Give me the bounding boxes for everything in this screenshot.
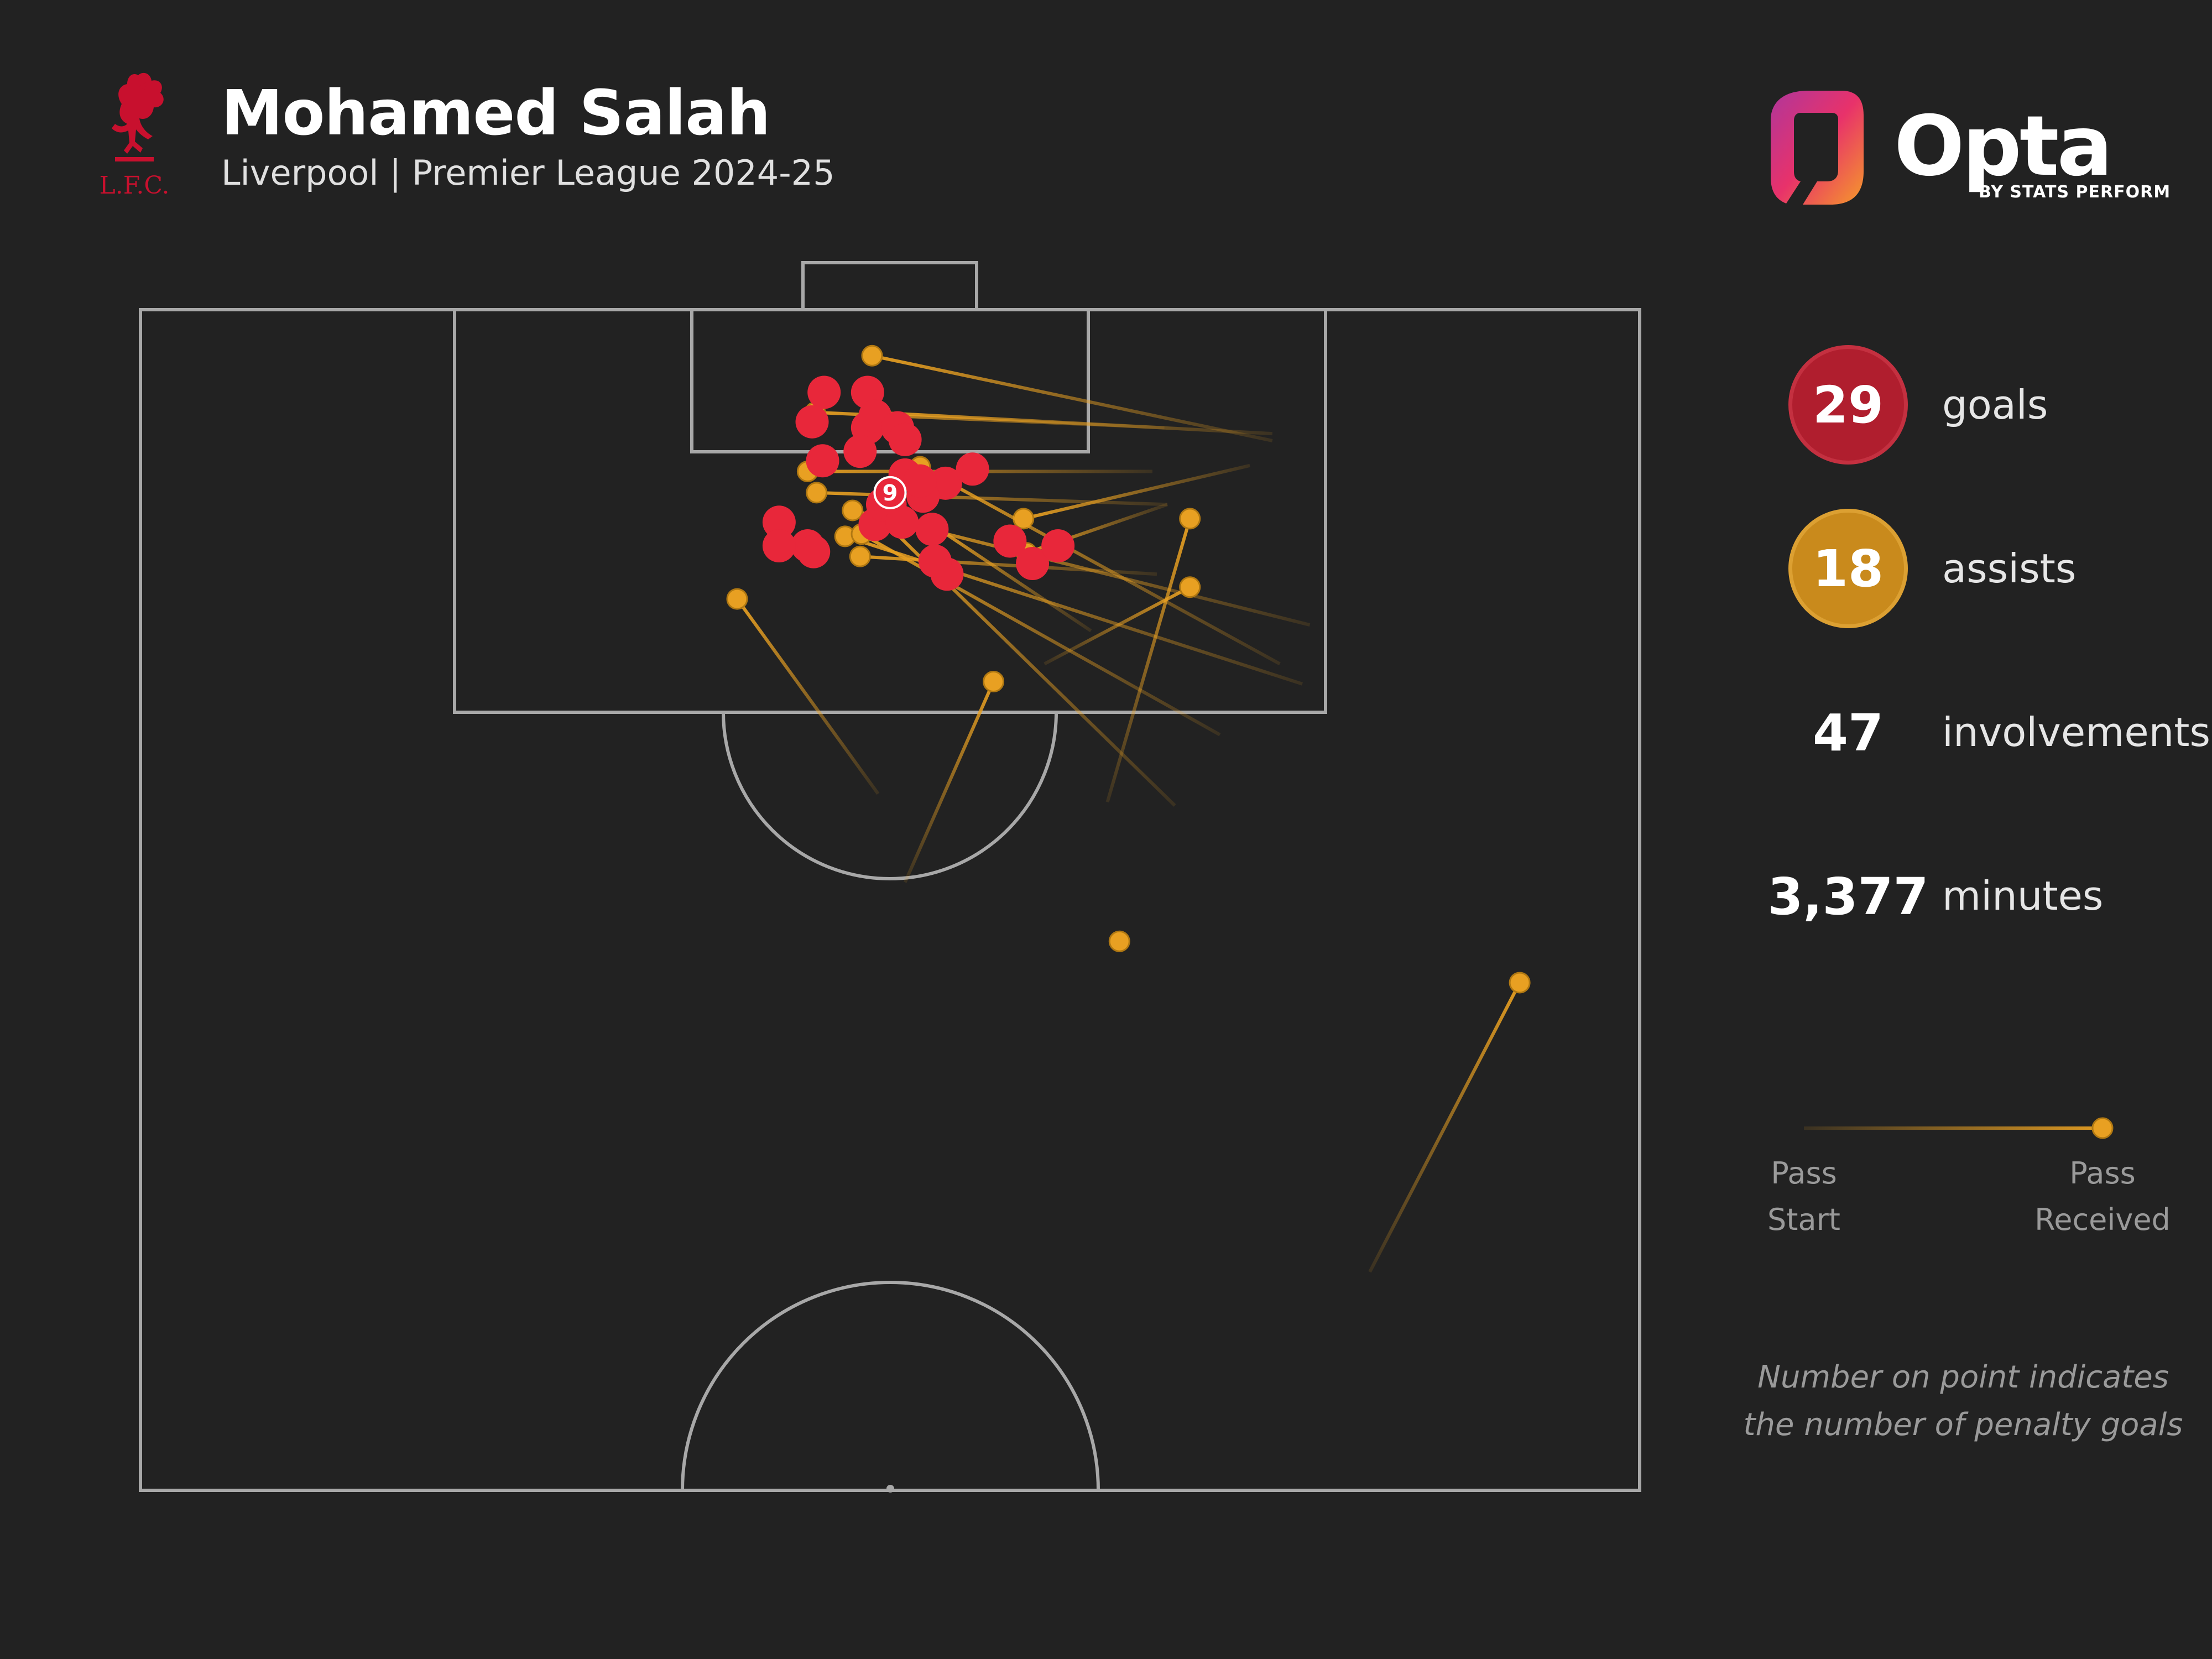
- assist-received-point: [806, 482, 828, 504]
- assists-label: assists: [1942, 545, 2077, 592]
- involvements-label: involvements: [1942, 709, 2211, 755]
- assist-pass-line: [1023, 463, 1250, 520]
- penalty-goal-point: [873, 476, 907, 509]
- goal-point: [762, 529, 796, 562]
- goal-layer: 9: [762, 375, 1075, 591]
- assist-pass-line: [872, 354, 1273, 442]
- assist-received-point: [1108, 930, 1130, 952]
- opta-logo-icon: [1771, 91, 1864, 205]
- assist-received-point: [726, 588, 748, 610]
- assist-layer: [726, 345, 1531, 1273]
- page-title: Mohamed Salah: [221, 77, 770, 149]
- centre-circle: [681, 1281, 1100, 1491]
- assist-received-point: [1509, 972, 1531, 994]
- goal-point: [956, 452, 989, 486]
- minutes-count: 3,377: [1767, 867, 1929, 926]
- goal-point: [806, 444, 839, 478]
- goal-point: [795, 405, 829, 439]
- goal-point: [843, 435, 877, 468]
- crest-text: L.F.C.: [100, 171, 170, 200]
- legend-pass-received: Pass Received: [2034, 1156, 2171, 1237]
- pitch-lines: [139, 261, 1641, 1493]
- goals-label: goals: [1942, 382, 2048, 428]
- goal-point: [903, 464, 937, 498]
- penalty-goal-count: 9: [883, 481, 898, 506]
- goals-count: 29: [1788, 345, 1908, 465]
- assist-pass-line: [860, 555, 1157, 576]
- legend-received-point: [2091, 1117, 2114, 1139]
- assist-pass-line: [1105, 518, 1192, 803]
- assist-received-point: [1179, 508, 1201, 530]
- involvements-count: 47: [1812, 703, 1884, 763]
- assist-received-point: [1179, 576, 1201, 598]
- penalty-note: Number on point indicates the number of …: [1743, 1359, 2183, 1443]
- goal-point: [993, 524, 1027, 558]
- opta-wordmark: Opta: [1894, 98, 2113, 195]
- penalty-arc: [722, 712, 1058, 880]
- goal-point: [885, 505, 919, 539]
- assist-received-point: [983, 671, 1005, 693]
- goal-point: [797, 535, 831, 568]
- assist-pass-line: [903, 681, 995, 883]
- page-subtitle: Liverpool | Premier League 2024-25: [221, 153, 835, 193]
- legend-line: [1804, 1117, 2114, 1139]
- centre-spot: [886, 1485, 894, 1493]
- goal-frame: [801, 261, 978, 311]
- goal-point: [918, 544, 952, 578]
- goal-point: [762, 505, 796, 539]
- goal-point: [1041, 529, 1075, 562]
- assist-pass-line: [1044, 586, 1191, 666]
- minutes-label: minutes: [1942, 873, 2104, 919]
- lfc-crest-icon: L.F.C.: [100, 72, 170, 200]
- assist-received-point: [861, 345, 883, 367]
- assist-received-point: [849, 545, 871, 567]
- assist-pass-line: [919, 465, 1281, 666]
- assist-pass-line: [735, 598, 880, 795]
- goal-point: [888, 422, 922, 456]
- opta-subtext: BY STATS PERFORM: [1979, 182, 2171, 202]
- assist-pass-line: [873, 410, 1272, 436]
- assists-count: 18: [1788, 509, 1908, 628]
- goal-point: [915, 513, 949, 546]
- assist-pass-line: [1368, 982, 1521, 1273]
- assist-pass-line: [931, 523, 1092, 633]
- goal-point: [807, 375, 841, 409]
- assist-received-point: [842, 499, 864, 521]
- legend-pass-start: Pass Start: [1767, 1156, 1840, 1237]
- goal-point: [1016, 547, 1050, 581]
